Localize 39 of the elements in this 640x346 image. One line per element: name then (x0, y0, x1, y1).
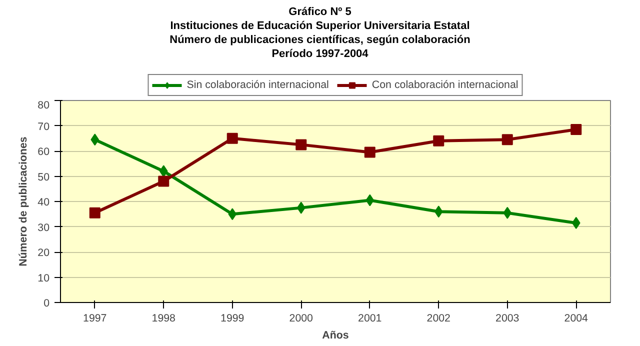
x-tick-label: 2002 (426, 312, 451, 324)
chart-title: Gráfico Nº 5 (288, 6, 352, 18)
chart-subtitle: Instituciones de Educación Superior Universitaria Estatal Número de publicaciones científicas, según colaboración Período 1997-2004 (170, 20, 470, 60)
point (158, 176, 170, 187)
y-tick-label: 20 (38, 247, 50, 259)
y-tick-label: 60 (38, 146, 50, 158)
point (228, 208, 237, 220)
point (572, 216, 580, 229)
y-tick-label: 30 (38, 222, 50, 234)
x-tick-label: 1998 (152, 312, 176, 324)
y-tick-label: 80 (38, 100, 50, 112)
point (502, 134, 513, 146)
y-tick-label: 70 (38, 120, 50, 133)
x-tick-label: 2001 (358, 312, 382, 324)
legend-label: Con colaboración internacional (372, 78, 518, 92)
x-tick-label: 2004 (564, 312, 588, 324)
point (226, 132, 238, 144)
y-axis-title: Número de publicaciones (18, 136, 30, 266)
point (503, 206, 512, 219)
point (89, 207, 100, 218)
point (364, 146, 376, 158)
x-tick-label: 1997 (83, 312, 107, 324)
x-tick-label: 2003 (496, 312, 520, 324)
point (433, 135, 444, 146)
y-tick-label: 40 (38, 196, 50, 208)
point (159, 165, 168, 178)
y-tick-label: 0 (44, 298, 50, 310)
point (90, 134, 100, 146)
legend-label: Sin colaboración internacional (186, 78, 329, 92)
x-axis-title: Años (322, 330, 349, 342)
point (570, 124, 582, 136)
point (296, 202, 306, 214)
point (434, 206, 443, 218)
point (366, 194, 374, 206)
x-tick-label: 2000 (289, 312, 314, 324)
x-tick-label: 1999 (220, 312, 244, 324)
y-tick-label: 10 (38, 272, 50, 284)
y-tick-label: 50 (38, 171, 50, 184)
point (296, 139, 307, 150)
